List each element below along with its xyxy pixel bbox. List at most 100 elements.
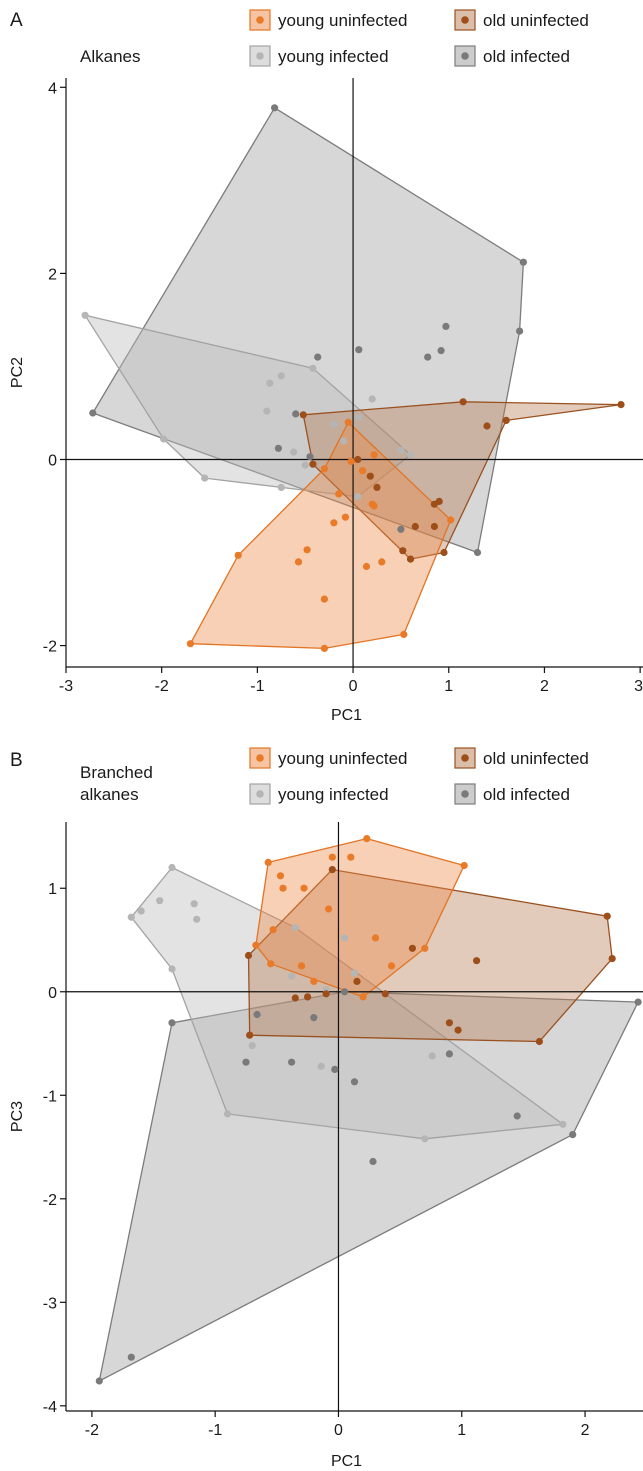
point-ou bbox=[291, 994, 299, 1002]
x-axis-label: PC1 bbox=[331, 707, 362, 724]
point-oi bbox=[274, 444, 282, 452]
point-yu bbox=[300, 884, 308, 892]
point-yi bbox=[127, 913, 135, 921]
point-ou bbox=[411, 522, 419, 531]
point-yu bbox=[328, 853, 336, 861]
point-yu bbox=[297, 962, 306, 970]
point-oi bbox=[306, 453, 314, 461]
hull-yu bbox=[255, 837, 465, 998]
point-yu bbox=[370, 502, 378, 510]
point-ou bbox=[459, 398, 467, 406]
point-yi bbox=[301, 461, 309, 469]
point-oi bbox=[341, 988, 349, 996]
plot-area bbox=[66, 822, 643, 1411]
point-oi bbox=[253, 1010, 261, 1019]
legend-dot bbox=[461, 790, 469, 798]
point-yi bbox=[350, 969, 359, 977]
x-axis-label: PC1 bbox=[331, 1453, 362, 1470]
point-yi bbox=[168, 965, 176, 973]
chart-title: alkanes bbox=[80, 785, 139, 804]
point-ou bbox=[246, 1031, 254, 1039]
point-ou bbox=[535, 1037, 544, 1046]
point-oi bbox=[292, 410, 300, 418]
point-yu bbox=[264, 858, 272, 867]
y-tick-label: -4 bbox=[43, 1399, 57, 1416]
legend-dot bbox=[256, 754, 264, 762]
point-yi bbox=[248, 1042, 256, 1050]
y-tick-label: 4 bbox=[48, 80, 57, 97]
point-ou bbox=[328, 866, 336, 874]
point-yi bbox=[277, 372, 285, 380]
point-oi bbox=[271, 104, 279, 112]
point-ou bbox=[473, 957, 481, 965]
point-yu bbox=[347, 853, 355, 861]
legend-label: young infected bbox=[278, 47, 389, 66]
point-yi bbox=[193, 915, 201, 923]
y-axis-label: PC3 bbox=[9, 1101, 26, 1132]
point-yi bbox=[160, 435, 168, 443]
point-yi bbox=[290, 448, 298, 456]
point-oi bbox=[516, 327, 524, 335]
point-yu bbox=[421, 944, 429, 952]
legend-label: young infected bbox=[278, 785, 389, 804]
point-yu bbox=[186, 640, 194, 648]
legend-label: young uninfected bbox=[278, 749, 408, 768]
point-yi bbox=[266, 379, 274, 387]
point-yi bbox=[428, 1052, 436, 1060]
point-oi bbox=[634, 998, 642, 1006]
legend-entry-yu: young uninfected bbox=[249, 9, 408, 31]
legend-entry-yi: young infected bbox=[249, 45, 389, 67]
point-oi bbox=[331, 1065, 339, 1073]
point-yu bbox=[320, 644, 328, 653]
point-oi bbox=[310, 1014, 318, 1022]
point-oi bbox=[288, 1058, 296, 1066]
point-yi bbox=[201, 474, 209, 482]
chart-title: Branched bbox=[80, 763, 153, 782]
point-oi bbox=[513, 1112, 521, 1120]
legend-label: old uninfected bbox=[483, 11, 589, 30]
point-yi bbox=[421, 1135, 429, 1143]
hull-ou bbox=[302, 401, 622, 560]
point-yi bbox=[559, 1120, 567, 1128]
point-yi bbox=[168, 863, 176, 872]
x-tick-label: 3 bbox=[634, 678, 643, 695]
legend-label: young uninfected bbox=[278, 11, 408, 30]
point-yi bbox=[354, 493, 362, 501]
point-yu bbox=[362, 562, 371, 571]
point-oi bbox=[445, 1050, 453, 1058]
chart-panel-B: B Branched alkanes young uninfected old unin… bbox=[9, 747, 643, 1470]
y-axis-label: PC2 bbox=[9, 357, 26, 388]
point-yi bbox=[223, 1110, 232, 1118]
point-ou bbox=[445, 1019, 453, 1027]
legend-entry-ou: old uninfected bbox=[454, 9, 589, 31]
point-yu bbox=[371, 934, 380, 942]
point-yi bbox=[137, 907, 145, 915]
point-yi bbox=[317, 1062, 325, 1070]
point-ou bbox=[617, 401, 625, 409]
point-ou bbox=[322, 990, 330, 998]
point-ou bbox=[353, 977, 361, 986]
point-yu bbox=[447, 516, 455, 524]
point-oi bbox=[242, 1058, 250, 1066]
legend-entry-oi: old infected bbox=[454, 45, 570, 67]
point-yu bbox=[279, 884, 287, 892]
point-yi bbox=[406, 451, 415, 459]
legend-entry-oi: old infected bbox=[454, 783, 570, 805]
legend-entry-ou: old uninfected bbox=[454, 747, 589, 769]
x-tick-label: 2 bbox=[540, 678, 549, 695]
y-tick-label: 2 bbox=[48, 266, 57, 283]
legend-dot bbox=[461, 52, 469, 60]
point-yu bbox=[276, 872, 285, 880]
point-ou bbox=[399, 547, 407, 555]
point-ou bbox=[430, 500, 438, 508]
hull-yi bbox=[130, 866, 564, 1140]
point-yu bbox=[400, 630, 408, 639]
point-ou bbox=[440, 548, 448, 557]
point-yu bbox=[347, 457, 355, 465]
point-yu bbox=[387, 962, 396, 970]
point-ou bbox=[304, 993, 312, 1001]
x-tick-label: -1 bbox=[208, 1422, 222, 1439]
point-ou bbox=[406, 555, 415, 563]
legend-dot bbox=[256, 52, 264, 60]
y-tick-label: -1 bbox=[43, 1088, 57, 1105]
